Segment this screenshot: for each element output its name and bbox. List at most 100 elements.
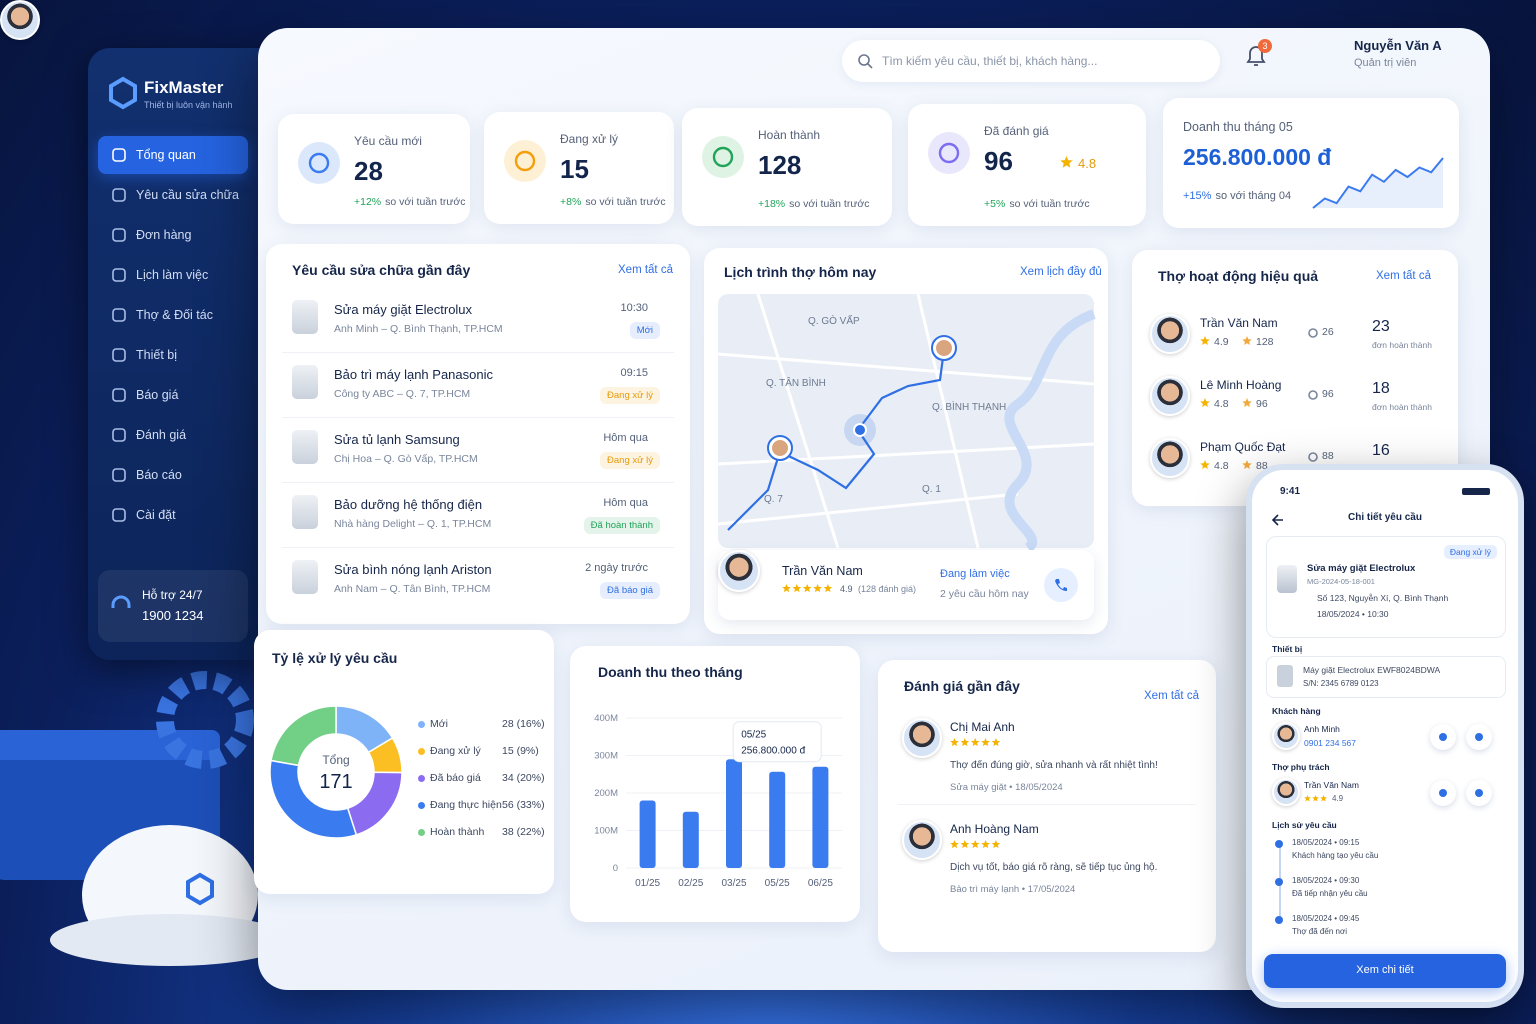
stat-label: Yêu cầu mới — [354, 134, 422, 148]
star — [981, 840, 990, 849]
timeline-dot — [1275, 916, 1283, 924]
lens-handle — [867, 63, 873, 69]
nav-item[interactable]: Báo giá — [98, 376, 248, 414]
nav-item[interactable]: Đánh giá — [98, 416, 248, 454]
nav-icon-shape — [112, 428, 126, 442]
section-title: Lịch trình thợ hôm nay — [724, 264, 877, 280]
call-button[interactable] — [1466, 724, 1492, 750]
nav-item[interactable]: Lịch làm việc — [98, 256, 248, 294]
jobs-glyph — [1308, 390, 1318, 400]
change-value: +15% — [1183, 190, 1212, 202]
nav-item[interactable]: Thiết bị — [98, 336, 248, 374]
worker-rating: 4.8 — [1214, 398, 1229, 410]
request-row[interactable]: Bảo trì máy lạnh Panasonic Công ty ABC – … — [282, 357, 674, 418]
view-all-link[interactable]: Xem tất cả — [618, 264, 673, 276]
section-title: Yêu cầu sửa chữa gần đây — [292, 262, 471, 278]
nav-icon — [112, 428, 126, 442]
stat-icon-bg — [928, 132, 970, 174]
nav-item[interactable]: Cài đặt — [98, 496, 248, 534]
nav-item[interactable]: Báo cáo — [98, 456, 248, 494]
star — [1242, 460, 1252, 469]
section-label: Khách hàng — [1272, 706, 1321, 716]
stat-card: Hoàn thành 128 +18% so với tuần trước — [682, 108, 892, 226]
device-thumb — [1277, 565, 1297, 593]
road — [717, 492, 1019, 526]
nav-label: Đánh giá — [136, 428, 187, 442]
request-title: Sửa máy giặt Electrolux — [334, 302, 473, 317]
call-button[interactable] — [1044, 568, 1078, 602]
call-button[interactable] — [1466, 780, 1492, 806]
legend-label: Đã báo giá — [430, 772, 481, 784]
request-sub: Công ty ABC – Q. 7, TP.HCM — [334, 388, 471, 400]
history-text: Khách hàng tạo yêu cầu — [1292, 851, 1379, 860]
x-tick-label: 01/25 — [635, 878, 660, 889]
request-row[interactable]: Sửa tủ lạnh Samsung Chị Hoa – Q. Gò Vấp, … — [282, 422, 674, 483]
request-row[interactable]: Sửa máy giặt Electrolux Anh Minh – Q. Bìn… — [282, 292, 674, 353]
bar — [726, 759, 742, 868]
nav-item[interactable]: Đơn hàng — [98, 216, 248, 254]
worker-done: 16 — [1372, 442, 1390, 459]
nav-item[interactable]: Yêu cầu sửa chữa — [98, 176, 248, 214]
avatar — [902, 820, 942, 860]
river — [1004, 309, 1096, 553]
review-text: Thợ đến đúng giờ, sửa nhanh và rất nhiệt… — [950, 760, 1158, 771]
phone-icon — [1439, 733, 1447, 741]
stars — [1304, 795, 1327, 802]
worker-name: Phạm Quốc Đạt — [1200, 440, 1286, 454]
view-all-link[interactable]: Xem tất cả — [1144, 690, 1199, 702]
donut-total-label: Tổng — [322, 753, 349, 767]
star — [1200, 398, 1210, 407]
area-label: Q. TÂN BÌNH — [766, 376, 826, 389]
sparkline-line — [1312, 157, 1444, 209]
request-title: Sửa bình nóng lạnh Ariston — [334, 562, 492, 577]
worker-done-label: đơn hoàn thành — [1372, 340, 1432, 350]
y-tick-label: 200M — [594, 788, 618, 799]
nav-label: Thợ & Đối tác — [136, 308, 213, 322]
nav-item[interactable]: Tổng quan — [98, 136, 248, 174]
request-sub: Anh Minh – Q. Bình Thạnh, TP.HCM — [334, 323, 503, 335]
status-pill: Đã hoàn thành — [583, 517, 660, 534]
donut-segment — [270, 705, 337, 767]
nav-item[interactable]: Thợ & Đối tác — [98, 296, 248, 334]
call-button[interactable] — [1430, 780, 1456, 806]
timeline-dot — [1275, 840, 1283, 848]
worker-jobs: 88 — [1322, 450, 1334, 462]
stat-icon-bg — [298, 142, 340, 184]
search-box[interactable]: Tìm kiếm yêu cầu, thiết bị, khách hàng..… — [842, 40, 1220, 82]
x-tick-label: 03/25 — [721, 878, 746, 889]
sidebar: FixMaster Thiết bị luôn vận hành Tổng quan… — [88, 48, 278, 660]
stat-card: Đã đánh giá 96 4.8 +5% so với tuần trước — [908, 104, 1146, 226]
request-row[interactable]: Bảo dưỡng hệ thống điện Nhà hàng Delight … — [282, 487, 674, 548]
avatar — [1150, 376, 1190, 416]
stars — [950, 738, 1001, 747]
device-thumb — [292, 560, 318, 594]
call-button[interactable] — [1430, 724, 1456, 750]
stars — [1242, 336, 1252, 345]
device-box: Máy giặt Electrolux EWF8024BDWA S/N: 2345… — [1266, 656, 1506, 698]
legend-value: 34 (20%) — [502, 772, 545, 784]
tooltip-value: 256.800.000 đ — [741, 746, 805, 757]
donut-segment — [346, 771, 403, 836]
notification-badge[interactable]: 3 — [1258, 39, 1272, 53]
section-label: Thợ phụ trách — [1272, 762, 1330, 772]
star — [960, 840, 970, 849]
device-serial: S/N: 2345 6789 0123 — [1303, 679, 1379, 688]
view-all-link[interactable]: Xem lịch đầy đủ — [1020, 266, 1102, 278]
marker-face — [772, 440, 788, 456]
stars — [1242, 398, 1252, 407]
status-pill: Đang xử lý — [1443, 545, 1497, 559]
request-title: Bảo trì máy lạnh Panasonic — [334, 367, 493, 382]
support-icon — [111, 595, 131, 608]
donut-segment — [269, 759, 358, 839]
change-note: so với tuần trước — [585, 196, 666, 208]
nav-icon — [112, 228, 126, 242]
status-chart-card: Tỷ lệ xử lý yêu cầu Tổng 171 Mới 28 (16%) Đan… — [254, 630, 554, 894]
detail-button[interactable]: Xem chi tiết — [1264, 954, 1506, 988]
change-value: +5% — [984, 198, 1006, 210]
view-all-link[interactable]: Xem tất cả — [1376, 270, 1431, 282]
stat-icon — [504, 140, 546, 182]
star — [981, 738, 990, 747]
user-role: Quản trị viên — [1354, 57, 1417, 69]
device-thumb — [292, 430, 318, 464]
request-row[interactable]: Sửa bình nóng lạnh Ariston Anh Nam – Q. T… — [282, 552, 674, 612]
